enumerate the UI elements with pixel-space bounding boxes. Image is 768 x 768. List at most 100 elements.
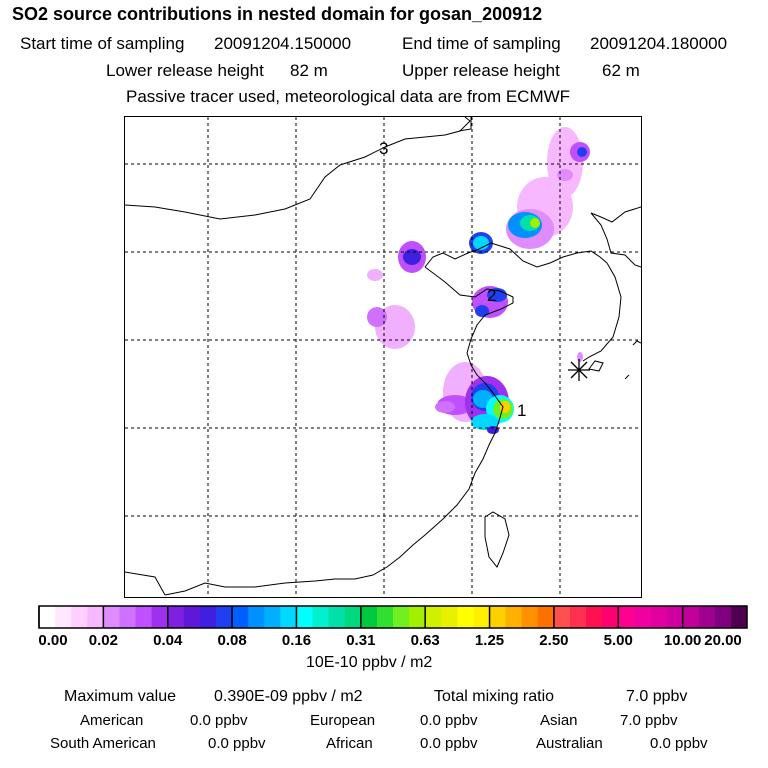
colorbar bbox=[38, 605, 748, 629]
max-value: 0.390E-09 ppbv / m2 bbox=[214, 688, 363, 705]
border-line bbox=[458, 117, 472, 132]
plume-patch bbox=[577, 352, 583, 362]
colorbar-swatch bbox=[714, 606, 732, 628]
colorbar-swatch bbox=[199, 606, 217, 628]
colorbar-swatch bbox=[151, 606, 169, 628]
colorbar-tick-label: 10.00 bbox=[663, 632, 702, 649]
gridlines bbox=[125, 117, 641, 597]
colorbar-swatch bbox=[71, 606, 88, 628]
map-title: SO2 source contributions in nested domai… bbox=[12, 4, 543, 24]
region-australian-value: 0.0 ppbv bbox=[650, 735, 708, 752]
start-time-label: Start time of sampling bbox=[20, 34, 185, 53]
border-line bbox=[125, 571, 166, 596]
colorbar-swatch bbox=[280, 606, 297, 628]
plume-patch bbox=[367, 269, 383, 281]
lower-height-label: Lower release height bbox=[106, 61, 264, 80]
colorbar-tick-label: 0.31 bbox=[346, 632, 376, 649]
colorbar-tick-label: 5.00 bbox=[603, 632, 633, 649]
coastline bbox=[582, 262, 622, 362]
colorbar-swatch bbox=[634, 606, 651, 628]
lower-height-value: 82 m bbox=[290, 61, 328, 80]
colorbar-swatch bbox=[537, 606, 555, 628]
island bbox=[588, 360, 604, 372]
colorbar-swatch bbox=[666, 606, 684, 628]
plume-patch bbox=[367, 307, 387, 327]
colorbar-border bbox=[38, 605, 748, 629]
colorbar-swatch bbox=[103, 606, 120, 628]
colorbar-swatch bbox=[409, 606, 426, 628]
colorbar-swatch bbox=[425, 606, 442, 628]
colorbar-swatch bbox=[376, 606, 394, 628]
colorbar-unit: 10E-10 ppbv / m2 bbox=[306, 654, 433, 671]
colorbar-swatch bbox=[457, 606, 474, 628]
colorbar-swatch bbox=[39, 606, 56, 628]
plume-patch bbox=[577, 147, 587, 157]
colorbar-swatch bbox=[360, 606, 378, 628]
colorbar-swatch bbox=[183, 606, 201, 628]
region-european-value: 0.0 ppbv bbox=[420, 712, 478, 729]
colorbar-swatch bbox=[602, 606, 619, 628]
region-american-name: American bbox=[80, 712, 144, 729]
colorbar-tick-label: 0.63 bbox=[410, 632, 440, 649]
upper-height-value: 62 m bbox=[602, 61, 640, 80]
plume-patch bbox=[403, 249, 421, 265]
colorbar-swatch bbox=[55, 606, 72, 628]
colorbar-swatch bbox=[393, 606, 410, 628]
colorbar-swatch bbox=[553, 606, 571, 628]
start-time-value: 20091204.150000 bbox=[214, 34, 352, 53]
colorbar-tick-label: 0.08 bbox=[217, 632, 247, 649]
plume-patch bbox=[530, 218, 540, 228]
tracer-note: Passive tracer used, meteorological data… bbox=[126, 87, 571, 106]
region-african-value: 0.0 ppbv bbox=[420, 735, 478, 752]
end-time-value: 20091204.180000 bbox=[590, 34, 728, 53]
total-mixing-value: 7.0 ppbv bbox=[626, 688, 688, 705]
region-asian-value: 7.0 ppbv bbox=[620, 712, 678, 729]
border-line bbox=[125, 117, 471, 220]
colorbar-swatch bbox=[167, 606, 185, 628]
plume-patch bbox=[471, 414, 499, 430]
colorbar-swatch bbox=[328, 606, 346, 628]
colorbar-swatch bbox=[87, 606, 104, 628]
colorbar-swatch bbox=[312, 606, 330, 628]
concentration-field bbox=[367, 127, 590, 434]
marker-1: 1 bbox=[517, 401, 526, 420]
plume-patch bbox=[557, 169, 573, 181]
map-canvas: 1 2 3 bbox=[125, 117, 641, 597]
map-panel: 1 2 3 bbox=[124, 116, 642, 598]
colorbar-tick-label: 0.02 bbox=[88, 632, 118, 649]
plume-patch bbox=[487, 426, 499, 434]
marker-3: 3 bbox=[379, 139, 388, 158]
colorbar-swatch bbox=[216, 606, 233, 628]
region-european-name: European bbox=[310, 712, 376, 729]
colorbar-swatch bbox=[489, 606, 507, 628]
coastline bbox=[164, 266, 514, 596]
plume-patch bbox=[547, 127, 583, 197]
region-south-american-name: South American bbox=[50, 735, 156, 752]
colorbar-tick-label: 0.16 bbox=[281, 632, 312, 649]
colorbar-tick-label: 0.00 bbox=[38, 632, 68, 649]
colorbar-swatch bbox=[618, 606, 635, 628]
upper-height-label: Upper release height bbox=[402, 61, 560, 80]
total-mixing-label: Total mixing ratio bbox=[434, 688, 555, 705]
receptor-asterisk-icon bbox=[568, 359, 590, 381]
end-time-label: End time of sampling bbox=[402, 34, 561, 53]
colorbar-swatch bbox=[650, 606, 668, 628]
colorbar-swatch bbox=[344, 606, 362, 628]
border-line bbox=[590, 206, 641, 223]
colorbar-swatch bbox=[296, 606, 314, 628]
taiwan bbox=[484, 511, 510, 568]
region-australian-name: Australian bbox=[536, 735, 603, 752]
region-asian-name: Asian bbox=[540, 712, 578, 729]
plume-patch bbox=[435, 401, 455, 413]
region-african-name: African bbox=[326, 735, 373, 752]
colorbar-tick-label: 20.00 bbox=[704, 632, 742, 649]
colorbar-swatch bbox=[232, 606, 249, 628]
coastline bbox=[424, 242, 608, 268]
colorbar-swatch bbox=[570, 606, 587, 628]
colorbar-swatch bbox=[586, 606, 603, 628]
plume-patch bbox=[475, 305, 489, 317]
marker-2: 2 bbox=[487, 286, 496, 305]
colorbar-swatch bbox=[730, 606, 748, 628]
colorbar-tick-label: 0.04 bbox=[153, 632, 183, 649]
coastline bbox=[590, 212, 641, 268]
